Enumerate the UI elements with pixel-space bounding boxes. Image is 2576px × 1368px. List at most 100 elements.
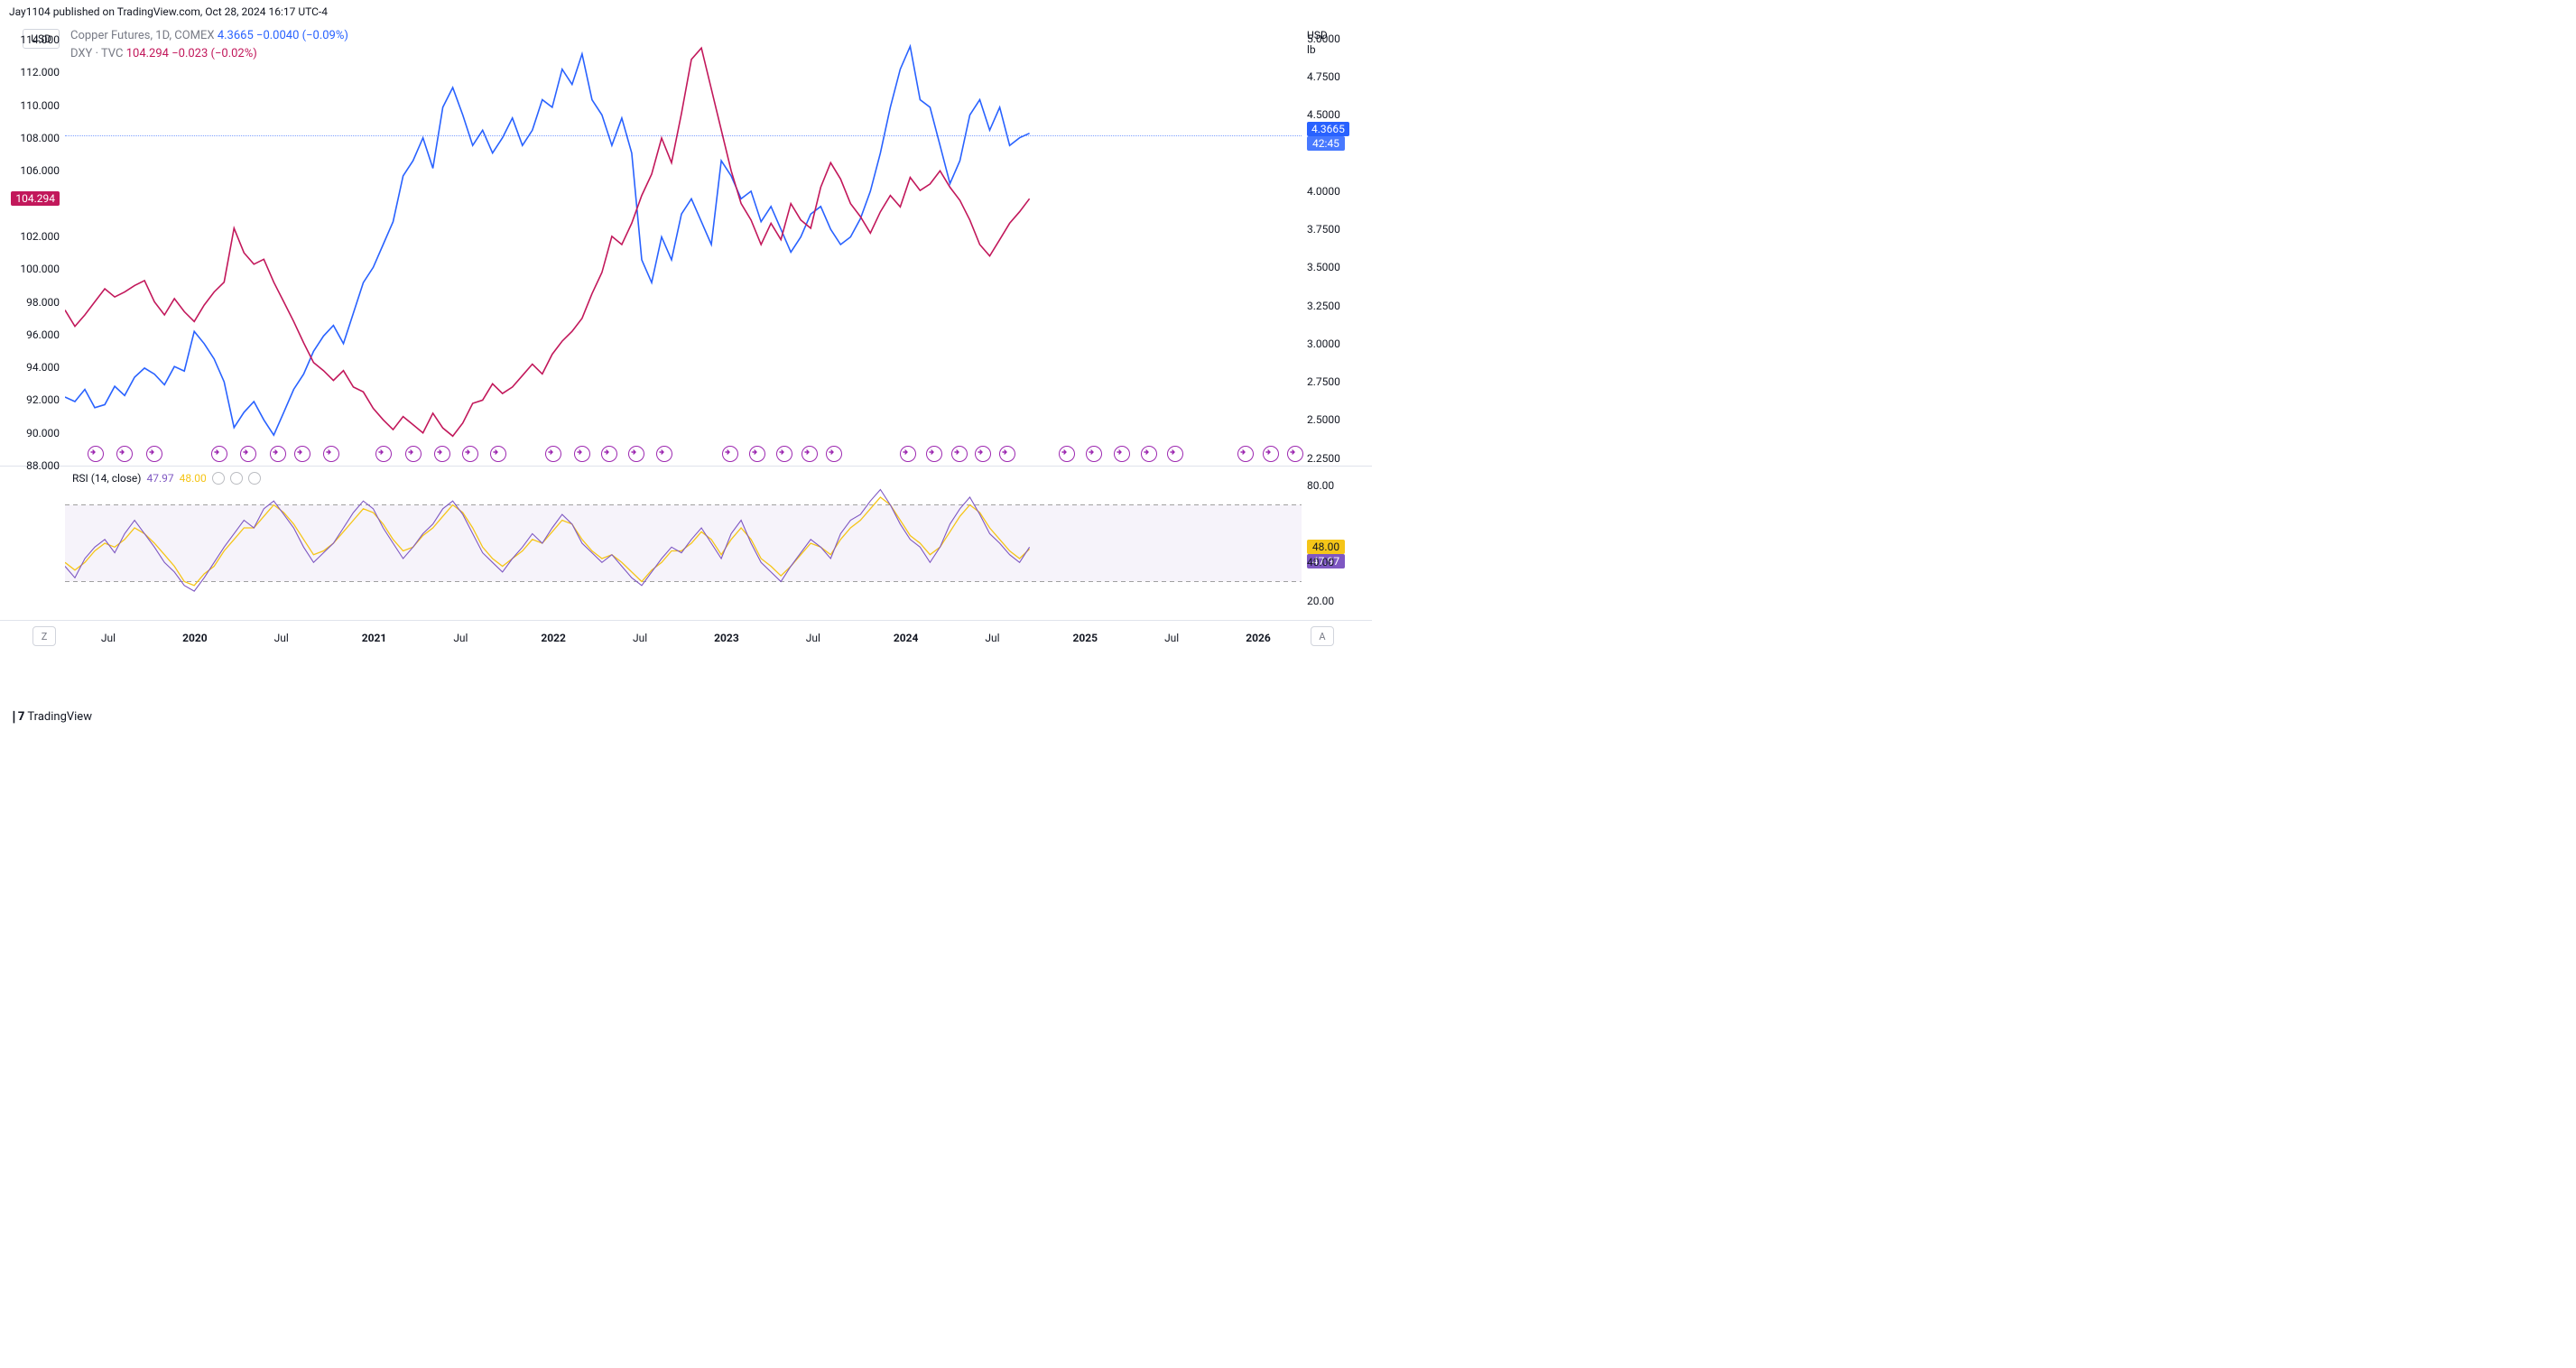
right-tick: 4.7500 — [1307, 70, 1372, 83]
dividend-icon[interactable] — [574, 446, 590, 462]
left-tick: 112.000 — [0, 66, 60, 79]
dividend-icon[interactable] — [1167, 446, 1183, 462]
dividend-icon[interactable] — [926, 446, 942, 462]
dividend-icon[interactable] — [405, 446, 422, 462]
dividend-icon[interactable] — [116, 446, 133, 462]
left-tick: 110.000 — [0, 99, 60, 112]
dividend-icon[interactable] — [240, 446, 256, 462]
legend-change-2: −0.023 (−0.02%) — [171, 47, 257, 60]
dividend-icon[interactable] — [375, 446, 392, 462]
rsi-tick: 40.00 — [1307, 556, 1372, 568]
dividend-icon[interactable] — [776, 446, 792, 462]
left-tick: 106.000 — [0, 164, 60, 177]
left-tick: 104.294 — [0, 191, 60, 206]
main-chart: USD 114.000112.000110.000108.000106.0001… — [0, 23, 1372, 467]
timezone-button[interactable]: Z — [32, 626, 56, 646]
rsi-tick: 80.00 — [1307, 479, 1372, 492]
left-tick: 114.000 — [0, 33, 60, 46]
time-label: Jul — [453, 632, 468, 644]
time-label: 2024 — [894, 632, 919, 644]
dividend-icon[interactable] — [826, 446, 842, 462]
dividend-icon[interactable] — [1114, 446, 1130, 462]
rsi-plot[interactable]: RSI (14, close) 47.97 48.00 — [65, 467, 1302, 620]
dividend-icon[interactable] — [1086, 446, 1102, 462]
legend-price-1: 4.3665 — [218, 29, 254, 42]
dividend-icon[interactable] — [601, 446, 617, 462]
dividend-icon[interactable] — [951, 446, 968, 462]
dividend-markers-row — [65, 444, 1302, 464]
dividend-icon[interactable] — [462, 446, 478, 462]
dividend-icon[interactable] — [1059, 446, 1075, 462]
time-label: 2023 — [714, 632, 739, 644]
time-label: Jul — [101, 632, 116, 644]
dividend-icon[interactable] — [88, 446, 104, 462]
rsi-svg — [65, 467, 1302, 620]
left-tick: 94.000 — [0, 361, 60, 374]
dividend-icon[interactable] — [211, 446, 227, 462]
dividend-icon[interactable] — [900, 446, 916, 462]
dividend-icon[interactable] — [1237, 446, 1254, 462]
dividend-icon[interactable] — [1141, 446, 1157, 462]
left-tick: 96.000 — [0, 328, 60, 341]
dividend-icon[interactable] — [545, 446, 561, 462]
time-label: 2021 — [362, 632, 387, 644]
rsi-panel: RSI (14, close) 47.97 48.00 80.00 48.00 47… — [0, 467, 1372, 621]
footer-brand: ❘7 TradingView — [9, 710, 92, 724]
left-tick: 100.000 — [0, 263, 60, 275]
right-tick: 3.0000 — [1307, 337, 1372, 350]
right-tick: 4.5000 — [1307, 108, 1372, 121]
rsi-left-spacer — [0, 467, 65, 620]
visibility-icon[interactable] — [212, 472, 225, 485]
time-label: 2020 — [182, 632, 208, 644]
dividend-icon[interactable] — [490, 446, 506, 462]
footer-text: TradingView — [27, 710, 92, 724]
visibility-icon[interactable] — [248, 472, 261, 485]
tradingview-logo-icon: ❘7 — [9, 710, 23, 724]
left-tick: 92.000 — [0, 393, 60, 406]
chart-header: Jay1104 published on TradingView.com, Oc… — [0, 0, 1372, 23]
dividend-icon[interactable] — [628, 446, 644, 462]
time-label: Jul — [633, 632, 647, 644]
dividend-icon[interactable] — [749, 446, 765, 462]
right-tick: 2.2500 — [1307, 452, 1372, 465]
rsi-value-2: 48.00 — [180, 472, 207, 485]
time-label: Jul — [985, 632, 999, 644]
chart-legend: Copper Futures, 1D, COMEX 4.3665 −0.0040… — [70, 27, 348, 62]
rsi-tick: 48.00 — [1307, 540, 1372, 554]
legend-price-2: 104.294 — [126, 47, 169, 60]
visibility-icon[interactable] — [230, 472, 243, 485]
dividend-icon[interactable] — [434, 446, 450, 462]
right-axis-unit-2: lb — [1307, 43, 1372, 58]
dividend-icon[interactable] — [802, 446, 818, 462]
price-plot[interactable]: Copper Futures, 1D, COMEX 4.3665 −0.0040… — [65, 23, 1302, 466]
time-label: Jul — [1164, 632, 1179, 644]
time-label: 2026 — [1246, 632, 1271, 644]
dividend-icon[interactable] — [323, 446, 339, 462]
right-axis: USD lb 5.00004.75004.50004.366542:454.00… — [1302, 23, 1372, 466]
dividend-icon[interactable] — [975, 446, 991, 462]
dividend-icon[interactable] — [146, 446, 162, 462]
dividend-icon[interactable] — [656, 446, 672, 462]
rsi-value-1: 47.97 — [146, 472, 173, 485]
dividend-icon[interactable] — [722, 446, 738, 462]
time-plot[interactable]: Jul2020Jul2021Jul2022Jul2023Jul2024Jul20… — [65, 621, 1302, 652]
time-axis: Z Jul2020Jul2021Jul2022Jul2023Jul2024Jul… — [0, 621, 1372, 652]
right-tick: 3.2500 — [1307, 300, 1372, 312]
dividend-icon[interactable] — [294, 446, 310, 462]
publisher-name: Jay1104 — [9, 5, 51, 18]
rsi-legend: RSI (14, close) 47.97 48.00 — [72, 472, 261, 485]
right-tick: 4.0000 — [1307, 185, 1372, 198]
time-label: Jul — [274, 632, 289, 644]
auto-scale-button[interactable]: A — [1311, 626, 1334, 646]
left-tick: 102.000 — [0, 230, 60, 243]
right-tick: 4.3665 — [1307, 122, 1372, 136]
dividend-icon[interactable] — [1263, 446, 1279, 462]
dividend-icon[interactable] — [999, 446, 1015, 462]
left-tick: 90.000 — [0, 427, 60, 439]
dividend-icon[interactable] — [270, 446, 286, 462]
rsi-tick: 20.00 — [1307, 595, 1372, 607]
legend-symbol-1: Copper Futures, 1D, COMEX — [70, 29, 215, 42]
right-tick: 5.0000 — [1307, 32, 1372, 45]
legend-change-1: −0.0040 (−0.09%) — [256, 29, 348, 42]
time-label: 2025 — [1072, 632, 1098, 644]
